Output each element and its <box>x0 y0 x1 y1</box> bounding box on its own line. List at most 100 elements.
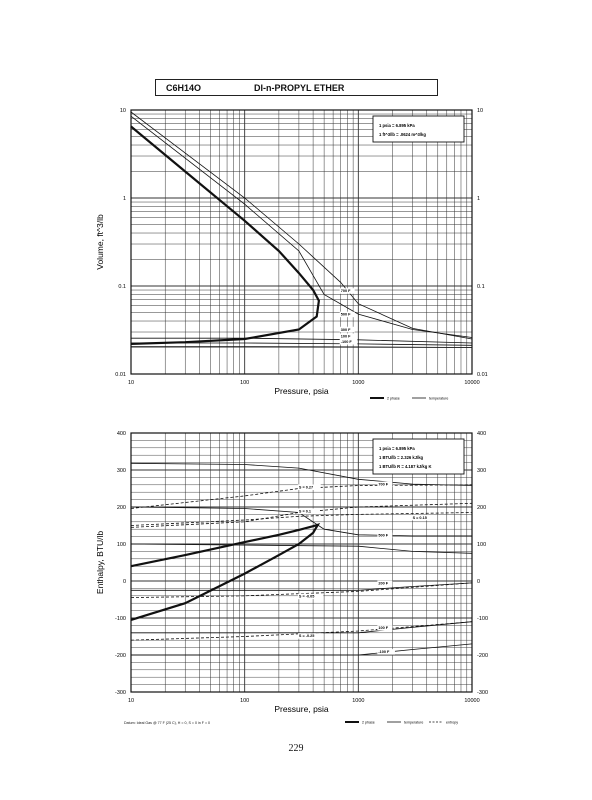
y-tick-label-left: 200 <box>117 505 126 511</box>
curve-label-bg <box>377 580 393 587</box>
y-tick-label-left: 1 <box>123 196 126 202</box>
conversion-text: 1 psia = 6.895 kPa <box>379 446 415 451</box>
page-number: 229 <box>288 743 304 754</box>
y-tick-label-left: -200 <box>115 653 126 659</box>
series-line <box>131 346 473 348</box>
x-tick-label: 10 <box>128 698 134 704</box>
curve-label: 200 F <box>378 582 388 586</box>
y-axis-label: Volume, ft^3/lb <box>95 214 105 270</box>
series-line <box>131 621 473 634</box>
y-tick-label-left: 300 <box>117 468 126 474</box>
legend-label: 2 phase <box>387 396 400 400</box>
curve-label-bg <box>339 311 355 318</box>
datum-footnote: Datum: Ideal Gas @ 77 F (25 C), H = 0, S… <box>124 721 211 725</box>
y-tick-label-right: 1 <box>477 196 480 202</box>
x-axis-label: Pressure, psia <box>274 704 329 714</box>
conversion-box <box>372 438 465 475</box>
y-tick-label-left: 100 <box>117 542 126 548</box>
curve-label-bg <box>377 649 395 655</box>
conversion-text: 1 ft^3/lb = .0624 m^3/kg <box>379 132 426 137</box>
series-line <box>131 582 473 591</box>
series-line <box>130 522 321 621</box>
y-tick-label-right: -100 <box>477 616 488 622</box>
x-tick-label: 10000 <box>464 380 479 386</box>
curve-label: 300 F <box>341 328 351 332</box>
series-line <box>130 111 473 340</box>
series-line <box>130 484 473 509</box>
y-tick-label-right: 0.1 <box>477 284 485 290</box>
y-tick-label-right: 300 <box>477 468 486 474</box>
chemical-formula: C6H14O <box>166 83 202 93</box>
curve-label: 700 F <box>378 483 388 487</box>
y-axis-label: Enthalpy, BTU/lb <box>95 531 105 594</box>
curve-label-bg <box>339 326 355 333</box>
series-line <box>130 582 473 598</box>
conversion-text: 1 psia = 6.895 kPa <box>379 123 415 128</box>
y-tick-label-right: 200 <box>477 505 486 511</box>
conversion-text: 1 BTU/lb R = 4.187 kJ/kg K <box>379 464 431 469</box>
legend-label: entropy <box>446 720 458 724</box>
curve-label-bg <box>297 593 324 600</box>
curve-label: S = 0.27 <box>299 486 313 490</box>
series-line <box>130 506 472 537</box>
curve-label-bg <box>377 625 393 631</box>
curve-label-bg <box>411 514 435 521</box>
series-line <box>130 512 473 526</box>
series-line <box>131 337 473 344</box>
x-tick-label: 100 <box>240 698 249 704</box>
y-tick-label-left: 0 <box>123 579 126 585</box>
curve-label: S = -0.25 <box>299 634 315 638</box>
curve-label: S = 0.1 <box>299 510 311 514</box>
curve-label-bg <box>377 532 393 539</box>
curve-label-bg <box>297 484 321 490</box>
y-tick-label-left: 10 <box>120 108 126 114</box>
y-tick-label-right: 10 <box>477 108 483 114</box>
plot-frame <box>130 432 473 693</box>
series-line <box>130 543 473 554</box>
x-axis-label: Pressure, psia <box>274 386 329 396</box>
x-tick-label: 10 <box>128 380 134 386</box>
chart-title-box: C6H14O DI-n-PROPYL ETHER <box>155 79 438 96</box>
x-tick-label: 100 <box>240 380 249 386</box>
series-line <box>130 115 473 338</box>
x-tick-label: 1000 <box>352 698 364 704</box>
curve-label: -100 F <box>378 650 390 654</box>
y-tick-label-right: -200 <box>477 653 488 659</box>
legend-label: temperature <box>429 396 448 400</box>
x-tick-label: 1000 <box>352 380 364 386</box>
curve-label: 700 F <box>341 289 351 293</box>
y-tick-label-left: -300 <box>115 690 126 696</box>
y-tick-label-right: -300 <box>477 690 488 696</box>
y-tick-label-left: 0.1 <box>118 284 126 290</box>
curve-label: S = 0.15 <box>413 516 427 520</box>
y-tick-label-left: 400 <box>117 431 126 437</box>
curve-label-bg <box>297 508 319 515</box>
curve-label-bg <box>297 633 324 639</box>
y-tick-label-left: -100 <box>115 616 126 622</box>
curve-label-bg <box>377 481 393 488</box>
plot-frame <box>130 109 473 375</box>
y-tick-label-right: 400 <box>477 431 486 437</box>
y-tick-label-right: 100 <box>477 542 486 548</box>
curve-label-bg <box>339 333 355 339</box>
curve-label: 100 F <box>378 626 388 630</box>
legend-label: 2 phase <box>362 720 375 724</box>
curve-label: 100 F <box>341 334 351 338</box>
x-tick-label: 10000 <box>464 698 479 704</box>
legend-label: temperature <box>404 720 423 724</box>
curve-label: -100 F <box>341 340 353 344</box>
curve-label-bg <box>339 339 358 345</box>
series-line <box>130 125 321 345</box>
curve-label: 500 F <box>378 534 388 538</box>
series-line <box>130 502 473 528</box>
curve-label: S = -0.05 <box>299 595 315 599</box>
curve-label: 500 F <box>341 313 351 317</box>
series-line <box>131 643 473 656</box>
conversion-text: 1 BTU/lb = 2.326 kJ/kg <box>379 455 424 460</box>
y-tick-label-left: 0.01 <box>115 372 126 378</box>
chemical-name: DI-n-PROPYL ETHER <box>254 83 345 93</box>
series-line <box>131 342 473 346</box>
y-tick-label-right: 0 <box>477 579 480 585</box>
series-line <box>130 462 473 486</box>
